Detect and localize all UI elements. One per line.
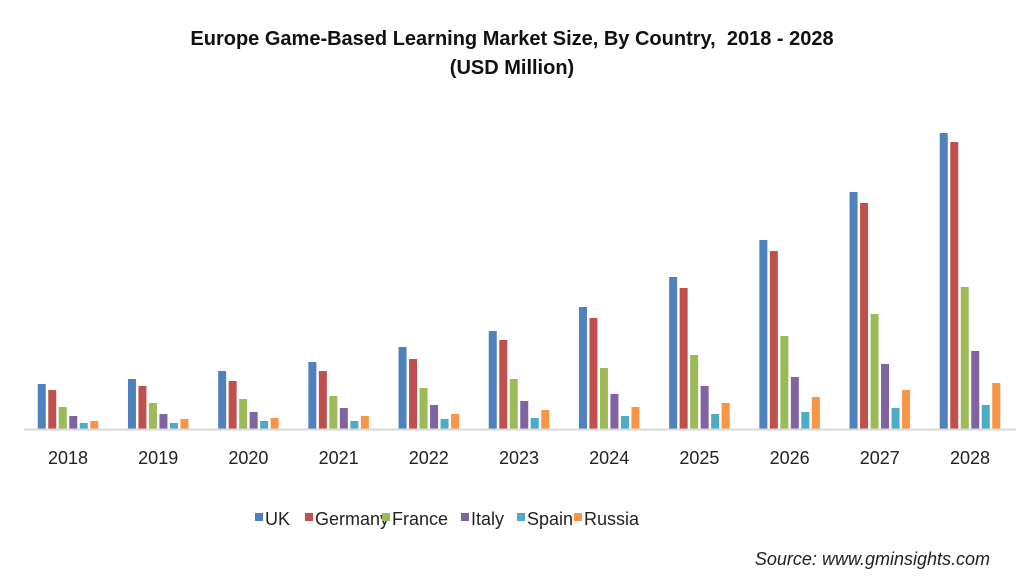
bar-uk-2021 — [308, 362, 317, 429]
bar-russia-2025 — [721, 403, 730, 429]
bar-italy-2022 — [430, 405, 439, 429]
bar-germany-2019 — [138, 386, 147, 429]
legend-swatch-russia — [574, 513, 582, 521]
bar-uk-2028 — [939, 133, 948, 429]
bar-spain-2023 — [530, 418, 539, 429]
bar-spain-2024 — [620, 416, 629, 429]
bar-spain-2021 — [350, 421, 359, 429]
legend-label-uk: UK — [265, 509, 290, 529]
bar-spain-2028 — [981, 405, 990, 429]
bar-italy-2019 — [159, 414, 168, 429]
bar-italy-2025 — [700, 386, 709, 429]
x-tick-label: 2023 — [499, 448, 539, 468]
bar-uk-2019 — [127, 379, 136, 429]
bar-germany-2018 — [48, 390, 57, 429]
bar-spain-2022 — [440, 419, 449, 429]
x-tick-label: 2019 — [138, 448, 178, 468]
bar-france-2020 — [239, 399, 248, 429]
bar-russia-2023 — [541, 410, 550, 429]
bar-uk-2027 — [849, 192, 858, 429]
bar-uk-2020 — [218, 371, 227, 429]
bar-germany-2025 — [679, 288, 688, 429]
bar-france-2027 — [870, 314, 879, 429]
legend-label-russia: Russia — [584, 509, 640, 529]
bar-uk-2025 — [669, 277, 678, 429]
bar-italy-2023 — [520, 401, 529, 429]
x-tick-label: 2025 — [679, 448, 719, 468]
legend-swatch-germany — [305, 513, 313, 521]
bar-france-2025 — [690, 355, 699, 429]
x-tick-label: 2021 — [319, 448, 359, 468]
bar-spain-2020 — [260, 421, 269, 429]
bar-france-2024 — [599, 368, 608, 429]
bar-russia-2021 — [360, 416, 369, 429]
legend-label-germany: Germany — [315, 509, 389, 529]
bar-italy-2024 — [610, 394, 619, 429]
bar-italy-2018 — [69, 416, 78, 429]
bar-spain-2019 — [169, 423, 178, 429]
legend-swatch-spain — [517, 513, 525, 521]
bar-spain-2026 — [801, 412, 810, 429]
bar-germany-2026 — [769, 251, 778, 429]
bar-germany-2023 — [499, 340, 508, 429]
legend-label-spain: Spain — [527, 509, 573, 529]
bar-germany-2027 — [860, 203, 869, 429]
bar-russia-2024 — [631, 407, 640, 429]
chart-title: Europe Game-Based Learning Market Size, … — [190, 28, 833, 50]
bar-spain-2027 — [891, 408, 900, 429]
bar-russia-2027 — [902, 390, 911, 429]
bar-germany-2020 — [228, 381, 237, 429]
bar-italy-2020 — [249, 412, 258, 429]
bar-spain-2018 — [79, 423, 88, 429]
bar-italy-2021 — [339, 408, 348, 429]
bar-russia-2019 — [180, 419, 189, 429]
bar-italy-2026 — [790, 377, 799, 429]
bar-russia-2020 — [270, 418, 279, 429]
bar-france-2021 — [329, 396, 338, 429]
bar-uk-2018 — [37, 384, 46, 429]
bar-france-2022 — [419, 388, 428, 429]
bar-germany-2022 — [409, 359, 418, 429]
bar-france-2026 — [780, 336, 789, 429]
bar-germany-2024 — [589, 318, 598, 429]
legend-label-france: France — [392, 509, 448, 529]
bar-russia-2028 — [992, 383, 1001, 429]
x-tick-label: 2026 — [770, 448, 810, 468]
bar-uk-2023 — [488, 331, 497, 429]
x-tick-label: 2028 — [950, 448, 990, 468]
bar-spain-2025 — [711, 414, 720, 429]
bar-uk-2022 — [398, 347, 407, 429]
legend-swatch-france — [382, 513, 390, 521]
legend-swatch-italy — [461, 513, 469, 521]
source-note: Source: www.gminsights.com — [755, 549, 990, 569]
bar-russia-2018 — [90, 421, 99, 429]
x-tick-labels: 2018 2019 2020 2021 2022 2023 2024 2025 2026 2027… — [48, 448, 990, 468]
x-tick-label: 2027 — [860, 448, 900, 468]
bar-france-2018 — [58, 407, 67, 429]
bar-france-2028 — [960, 287, 969, 429]
bar-germany-2028 — [950, 142, 959, 429]
bar-italy-2028 — [971, 351, 980, 429]
x-tick-label: 2020 — [228, 448, 268, 468]
bar-uk-2026 — [759, 240, 768, 429]
bar-russia-2022 — [451, 414, 460, 429]
x-tick-label: 2024 — [589, 448, 629, 468]
x-tick-label: 2022 — [409, 448, 449, 468]
legend-swatch-uk — [255, 513, 263, 521]
bar-russia-2026 — [811, 397, 820, 429]
bar-germany-2021 — [318, 371, 327, 429]
bar-uk-2024 — [578, 307, 587, 429]
bar-italy-2027 — [881, 364, 890, 429]
chart-subtitle: (USD Million) — [450, 57, 574, 79]
bars-group — [37, 133, 1001, 429]
legend-label-italy: Italy — [471, 509, 504, 529]
legend: UK Germany France Italy Spain Russia — [255, 509, 640, 529]
bar-france-2019 — [148, 403, 157, 429]
x-tick-label: 2018 — [48, 448, 88, 468]
bar-france-2023 — [509, 379, 518, 429]
